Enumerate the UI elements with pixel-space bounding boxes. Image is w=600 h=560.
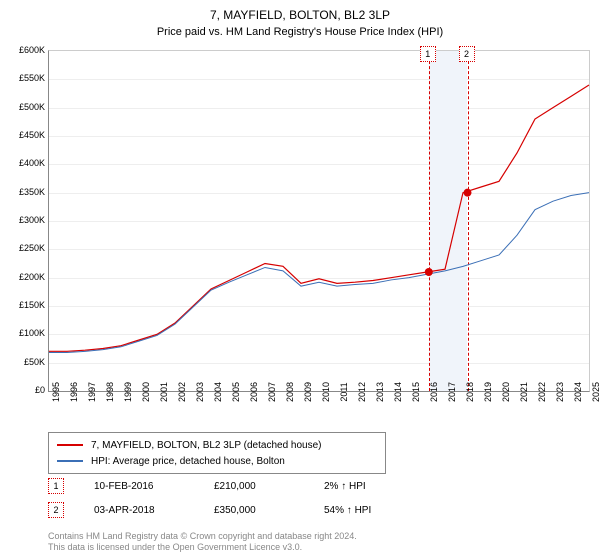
page-subtitle: Price paid vs. HM Land Registry's House … bbox=[0, 22, 600, 42]
transaction-row: 2 03-APR-2018 £350,000 54% ↑ HPI bbox=[48, 502, 588, 518]
x-axis-label: 2024 bbox=[573, 382, 583, 402]
x-axis-label: 2015 bbox=[411, 382, 421, 402]
x-axis-label: 2006 bbox=[249, 382, 259, 402]
x-axis-label: 2010 bbox=[321, 382, 331, 402]
x-axis-label: 2000 bbox=[141, 382, 151, 402]
legend-item: 7, MAYFIELD, BOLTON, BL2 3LP (detached h… bbox=[57, 437, 377, 453]
x-axis-label: 1996 bbox=[69, 382, 79, 402]
x-axis-label: 2012 bbox=[357, 382, 367, 402]
x-axis-label: 2004 bbox=[213, 382, 223, 402]
transaction-marker: 1 bbox=[48, 478, 64, 494]
transaction-price: £210,000 bbox=[214, 481, 324, 492]
transaction-date: 10-FEB-2016 bbox=[94, 481, 214, 492]
series-line bbox=[49, 193, 589, 353]
x-axis-label: 2021 bbox=[519, 382, 529, 402]
x-axis-label: 1997 bbox=[87, 382, 97, 402]
y-axis-label: £100K bbox=[5, 328, 45, 338]
y-axis-label: £550K bbox=[5, 73, 45, 83]
x-axis-label: 2011 bbox=[339, 382, 349, 401]
legend-label: HPI: Average price, detached house, Bolt… bbox=[91, 456, 285, 467]
y-axis-label: £200K bbox=[5, 272, 45, 282]
transaction-marker: 2 bbox=[48, 502, 64, 518]
x-axis-label: 2014 bbox=[393, 382, 403, 402]
footer-line: This data is licensed under the Open Gov… bbox=[48, 542, 357, 554]
event-marker bbox=[464, 189, 472, 197]
x-axis-label: 2003 bbox=[195, 382, 205, 402]
y-axis-label: £350K bbox=[5, 187, 45, 197]
transaction-row: 1 10-FEB-2016 £210,000 2% ↑ HPI bbox=[48, 478, 588, 494]
legend: 7, MAYFIELD, BOLTON, BL2 3LP (detached h… bbox=[48, 432, 386, 474]
legend-item: HPI: Average price, detached house, Bolt… bbox=[57, 453, 377, 469]
transaction-date: 03-APR-2018 bbox=[94, 505, 214, 516]
event-marker bbox=[425, 268, 433, 276]
footer-line: Contains HM Land Registry data © Crown c… bbox=[48, 531, 357, 543]
legend-label: 7, MAYFIELD, BOLTON, BL2 3LP (detached h… bbox=[91, 440, 322, 451]
x-axis-label: 2013 bbox=[375, 382, 385, 402]
y-axis-label: £150K bbox=[5, 300, 45, 310]
y-axis-label: £300K bbox=[5, 215, 45, 225]
callout-marker: 2 bbox=[459, 46, 475, 62]
x-axis-label: 2025 bbox=[591, 382, 600, 402]
x-axis-label: 2008 bbox=[285, 382, 295, 402]
chart-plot-area bbox=[48, 50, 590, 392]
series-line bbox=[49, 85, 589, 351]
chart-svg bbox=[49, 51, 589, 391]
callout-marker: 1 bbox=[420, 46, 436, 62]
x-axis-label: 1999 bbox=[123, 382, 133, 402]
x-axis-label: 1998 bbox=[105, 382, 115, 402]
transaction-delta: 2% ↑ HPI bbox=[324, 481, 366, 492]
page-title: 7, MAYFIELD, BOLTON, BL2 3LP bbox=[0, 0, 600, 22]
x-axis-label: 2018 bbox=[465, 382, 475, 402]
legend-swatch bbox=[57, 460, 83, 462]
x-axis-label: 2009 bbox=[303, 382, 313, 402]
x-axis-label: 2002 bbox=[177, 382, 187, 402]
x-axis-label: 1995 bbox=[51, 382, 61, 402]
x-axis-label: 2020 bbox=[501, 382, 511, 402]
y-axis-label: £50K bbox=[5, 357, 45, 367]
x-axis-label: 2022 bbox=[537, 382, 547, 402]
y-axis-label: £500K bbox=[5, 102, 45, 112]
footer-attribution: Contains HM Land Registry data © Crown c… bbox=[48, 531, 357, 554]
x-axis-label: 2005 bbox=[231, 382, 241, 402]
y-axis-label: £250K bbox=[5, 243, 45, 253]
x-axis-label: 2007 bbox=[267, 382, 277, 402]
x-axis-label: 2001 bbox=[159, 382, 169, 402]
x-axis-label: 2023 bbox=[555, 382, 565, 402]
y-axis-label: £600K bbox=[5, 45, 45, 55]
x-axis-label: 2016 bbox=[429, 382, 439, 402]
y-axis-label: £400K bbox=[5, 158, 45, 168]
y-axis-label: £450K bbox=[5, 130, 45, 140]
legend-swatch bbox=[57, 444, 83, 446]
transaction-delta: 54% ↑ HPI bbox=[324, 505, 371, 516]
x-axis-label: 2017 bbox=[447, 382, 457, 402]
x-axis-label: 2019 bbox=[483, 382, 493, 402]
y-axis-label: £0 bbox=[5, 385, 45, 395]
transaction-price: £350,000 bbox=[214, 505, 324, 516]
